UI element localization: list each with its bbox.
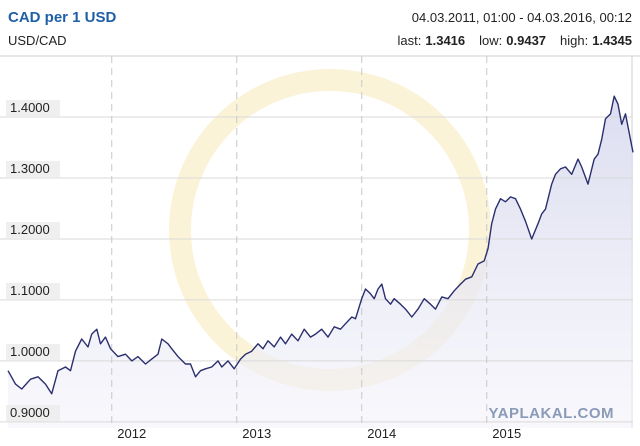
y-label-bg: [6, 404, 60, 421]
y-label-bg: [6, 221, 60, 238]
stat-value: 1.4345: [592, 33, 632, 48]
stat-label: low:: [479, 33, 502, 48]
y-label-bg: [6, 343, 60, 360]
stat-label: last:: [398, 33, 422, 48]
y-label-bg: [6, 160, 60, 177]
x-tick-label: 2013: [242, 426, 271, 441]
x-tick-label: 2012: [117, 426, 146, 441]
chart-title: CAD per 1 USD: [8, 9, 117, 26]
plot: 0.9000 1.0000 1.1000 1.2000 1.3000 1.4000 2012…: [0, 55, 640, 441]
pair: USD/CAD: [8, 33, 67, 48]
date-range: 04.03.2011, 01:00 - 04.03.2016, 00:12: [412, 10, 632, 25]
stat-label: high:: [560, 33, 588, 48]
stats: last: 1.3416 low: 0.9437 high: 1.4345: [398, 33, 632, 48]
y-tick-label: 1.4000: [10, 100, 50, 115]
stat-value: 0.9437: [506, 33, 546, 48]
y-label-bg: [6, 282, 60, 299]
area: [8, 96, 633, 428]
y-tick-label: 1.0000: [10, 344, 50, 359]
y-label-bg: [6, 99, 60, 116]
x-tick-label: 2014: [367, 426, 396, 441]
y-tick-label: 1.1000: [10, 283, 50, 298]
y-tick-label: 1.2000: [10, 222, 50, 237]
watermark: YAPLAKAL.COM: [489, 405, 614, 422]
y-tick-label: 0.9000: [10, 405, 50, 420]
x-tick-label: 2015: [492, 426, 521, 441]
stat-value: 1.3416: [425, 33, 465, 48]
y-tick-label: 1.3000: [10, 161, 50, 176]
line: [7, 95, 634, 395]
